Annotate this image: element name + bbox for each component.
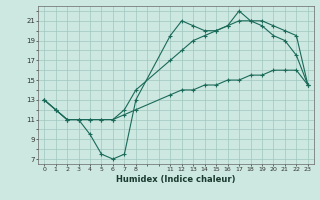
X-axis label: Humidex (Indice chaleur): Humidex (Indice chaleur): [116, 175, 236, 184]
